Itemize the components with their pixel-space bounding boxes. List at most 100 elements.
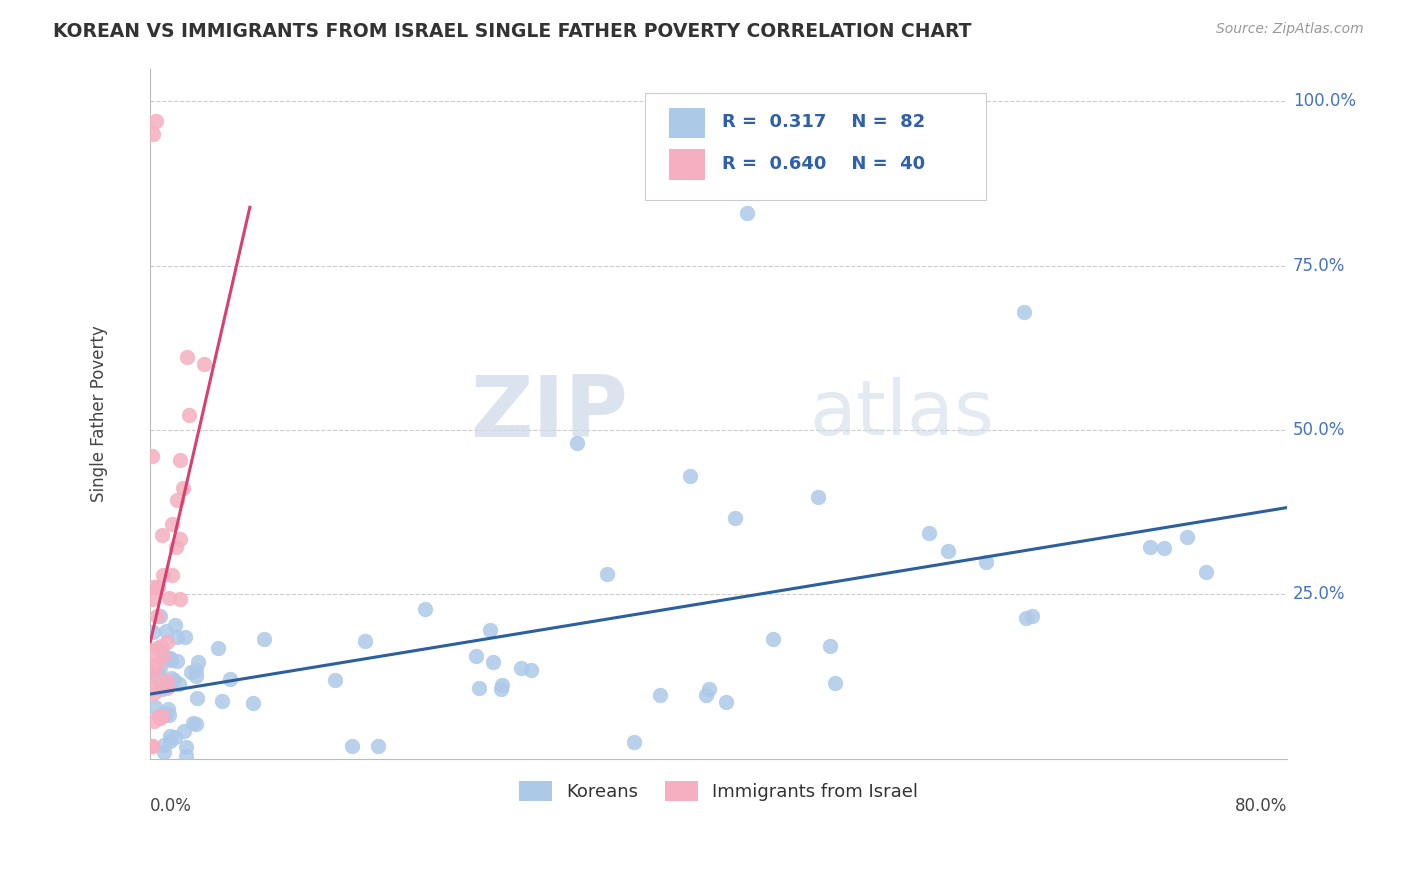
Point — [918, 526, 941, 541]
Point — [166, 654, 188, 668]
Point — [150, 681, 173, 696]
Point — [354, 634, 377, 648]
Point — [141, 739, 163, 753]
Point — [156, 681, 179, 695]
Point — [724, 510, 747, 524]
Point — [142, 128, 165, 142]
Point — [173, 723, 195, 738]
Point — [169, 592, 191, 607]
Point — [737, 206, 759, 220]
Point — [1015, 611, 1038, 625]
Point — [159, 729, 181, 743]
Point — [142, 665, 165, 680]
FancyBboxPatch shape — [669, 149, 706, 179]
Point — [156, 635, 179, 649]
Point — [181, 715, 204, 730]
Point — [155, 624, 177, 638]
Point — [152, 649, 174, 664]
Text: 0.0%: 0.0% — [150, 797, 193, 814]
Point — [468, 681, 491, 696]
Point — [166, 630, 188, 644]
Point — [180, 665, 202, 679]
Point — [157, 702, 180, 716]
Point — [142, 681, 165, 695]
Text: ZIP: ZIP — [470, 372, 628, 455]
Point — [177, 408, 200, 422]
Point — [187, 655, 209, 669]
Point — [157, 707, 180, 722]
Point — [146, 667, 169, 681]
Point — [169, 533, 191, 547]
Text: Single Father Poverty: Single Father Poverty — [90, 326, 108, 502]
Point — [146, 657, 169, 671]
Point — [143, 700, 166, 714]
Point — [141, 449, 163, 463]
Point — [141, 739, 163, 753]
Point — [1153, 541, 1175, 555]
Point — [340, 739, 363, 753]
Point — [367, 739, 389, 753]
Point — [253, 632, 276, 647]
Point — [148, 609, 170, 624]
Point — [155, 707, 177, 722]
Point — [167, 676, 190, 690]
Point — [596, 567, 619, 582]
Point — [162, 516, 184, 531]
Point — [699, 681, 721, 696]
Point — [141, 644, 163, 658]
FancyBboxPatch shape — [645, 93, 986, 200]
Point — [146, 609, 169, 624]
Point — [1021, 608, 1043, 623]
FancyBboxPatch shape — [669, 108, 706, 138]
Point — [186, 716, 208, 731]
Point — [489, 682, 512, 697]
Point — [650, 688, 672, 702]
Point — [163, 673, 186, 687]
Point — [174, 630, 197, 644]
Point — [146, 641, 169, 656]
Point — [172, 481, 194, 495]
Point — [146, 580, 169, 594]
Point — [152, 647, 174, 661]
Point — [211, 694, 233, 708]
Point — [193, 357, 215, 371]
Point — [936, 544, 959, 558]
Point — [157, 591, 180, 605]
Point — [491, 678, 513, 692]
Point — [145, 671, 167, 685]
Point — [174, 739, 197, 754]
Point — [679, 469, 702, 483]
Text: Source: ZipAtlas.com: Source: ZipAtlas.com — [1216, 22, 1364, 37]
Point — [163, 730, 186, 744]
Point — [219, 672, 242, 686]
Point — [714, 695, 737, 709]
Point — [145, 114, 167, 128]
Point — [807, 491, 830, 505]
Point — [695, 688, 717, 702]
Point — [159, 651, 181, 665]
Point — [323, 673, 346, 688]
Point — [153, 738, 176, 752]
Point — [1014, 305, 1036, 319]
Point — [143, 685, 166, 699]
Point — [174, 749, 197, 764]
Point — [142, 580, 165, 594]
Text: 80.0%: 80.0% — [1234, 797, 1288, 814]
Text: R =  0.640    N =  40: R = 0.640 N = 40 — [723, 155, 925, 173]
Point — [156, 674, 179, 689]
Point — [152, 706, 174, 720]
Point — [166, 493, 188, 508]
Text: 25.0%: 25.0% — [1294, 585, 1346, 603]
Point — [169, 453, 191, 467]
Point — [623, 735, 645, 749]
Point — [184, 669, 207, 683]
Point — [464, 648, 486, 663]
Point — [148, 708, 170, 723]
Text: 50.0%: 50.0% — [1294, 421, 1346, 439]
Point — [176, 350, 198, 364]
Point — [143, 714, 166, 728]
Point — [150, 709, 173, 723]
Point — [153, 746, 176, 760]
Point — [1195, 566, 1218, 580]
Point — [148, 661, 170, 675]
